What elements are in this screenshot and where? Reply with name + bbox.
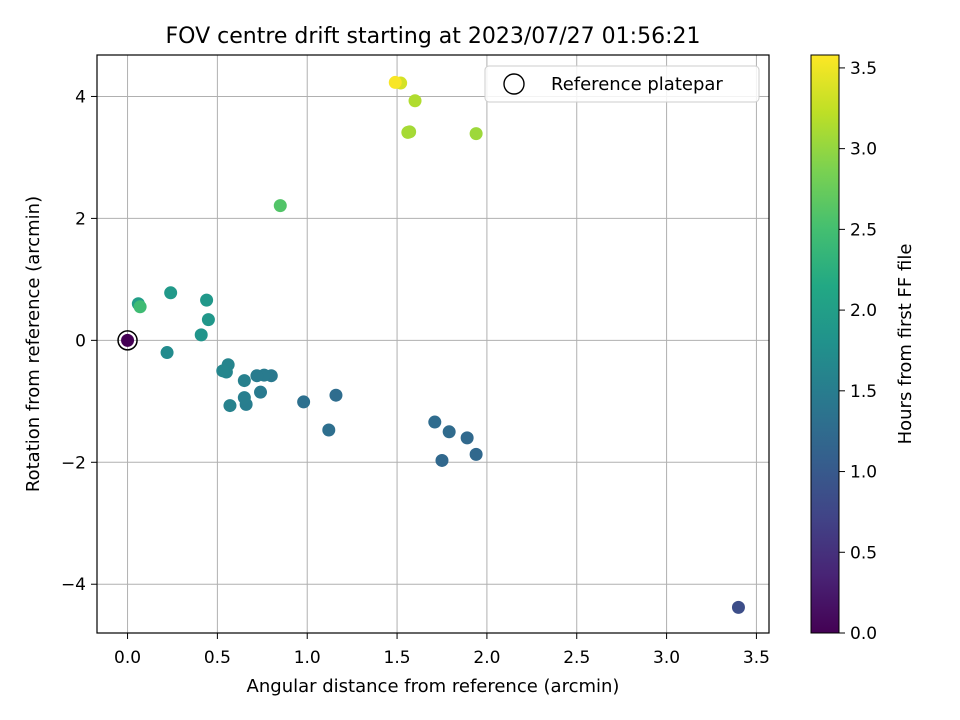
x-axis-ticks: 0.0 0.5 1.0 1.5 2.0 2.5 3.0 3.5 (114, 633, 770, 668)
scatter-point (329, 388, 343, 402)
colorbar-tick-label: 0.0 (850, 624, 877, 644)
scatter-point (133, 300, 147, 314)
scatter-point (237, 374, 251, 388)
y-tick-label: 0 (75, 331, 86, 351)
colorbar-tick-label: 1.0 (850, 463, 877, 483)
reference-platepar-marker (117, 330, 138, 351)
chart-title: FOV centre drift starting at 2023/07/27 … (166, 24, 701, 49)
scatter-point (273, 199, 287, 213)
colorbar-ticks: 0.0 0.5 1.0 1.5 2.0 2.5 3.0 3.5 (839, 59, 877, 644)
x-tick-label: 3.0 (653, 648, 680, 668)
colorbar-tick-label: 3.0 (850, 140, 877, 160)
grid-lines (97, 55, 769, 633)
legend-marker-icon (503, 73, 525, 95)
scatter-point (435, 453, 449, 467)
scatter-point (297, 395, 311, 409)
scatter-point (322, 423, 336, 437)
y-tick-label: −2 (61, 453, 86, 473)
scatter-point (254, 385, 268, 399)
scatter-point (194, 328, 208, 342)
colorbar-tick-label: 3.5 (850, 59, 877, 79)
x-tick-label: 1.5 (384, 648, 411, 668)
scatter-point (401, 125, 415, 139)
colorbar-tick-label: 0.5 (850, 543, 877, 563)
scatter-point (442, 425, 456, 439)
plot-frame (96, 54, 770, 634)
legend-box (484, 65, 760, 103)
scatter-point (121, 333, 135, 347)
scatter-point (201, 313, 215, 327)
colorbar-tick-label: 2.0 (850, 301, 877, 321)
scatter-point (408, 94, 422, 108)
colorbar-tick-label: 1.5 (850, 382, 877, 402)
legend: Reference platepar (484, 65, 760, 103)
y-tick-label: 2 (75, 209, 86, 229)
scatter-point (469, 127, 483, 141)
x-tick-label: 2.0 (473, 648, 500, 668)
scatter-point (731, 600, 745, 614)
scatter-point (200, 293, 214, 307)
scatter-point (223, 399, 237, 413)
colorbar: 0.0 0.5 1.0 1.5 2.0 2.5 3.0 3.5 Hours from firs… (810, 54, 916, 644)
scatter-point (460, 431, 474, 445)
x-axis-label: Angular distance from reference (arcmin) (247, 676, 620, 697)
data-points (117, 75, 745, 614)
scatter-point (216, 364, 230, 378)
scatter-point (388, 75, 402, 89)
scatter-point (469, 447, 483, 461)
x-tick-label: 2.5 (563, 648, 590, 668)
scatter-point (250, 369, 264, 383)
scatter-point (428, 415, 442, 429)
scatter-point (164, 286, 178, 300)
legend-label: Reference platepar (551, 74, 723, 95)
y-axis-ticks: −4 −2 0 2 4 (61, 87, 97, 595)
colorbar-gradient (810, 54, 840, 634)
y-tick-label: −4 (61, 575, 86, 595)
x-tick-label: 0.0 (114, 648, 141, 668)
scatter-point (237, 391, 251, 405)
colorbar-tick-label: 2.5 (850, 220, 877, 240)
colorbar-label: Hours from first FF file (895, 244, 916, 445)
x-tick-label: 0.5 (204, 648, 231, 668)
scatter-point (160, 346, 174, 360)
x-tick-label: 1.0 (294, 648, 321, 668)
y-axis-label: Rotation from reference (arcmin) (23, 196, 44, 492)
x-tick-label: 3.5 (743, 648, 770, 668)
y-tick-label: 4 (75, 87, 86, 107)
